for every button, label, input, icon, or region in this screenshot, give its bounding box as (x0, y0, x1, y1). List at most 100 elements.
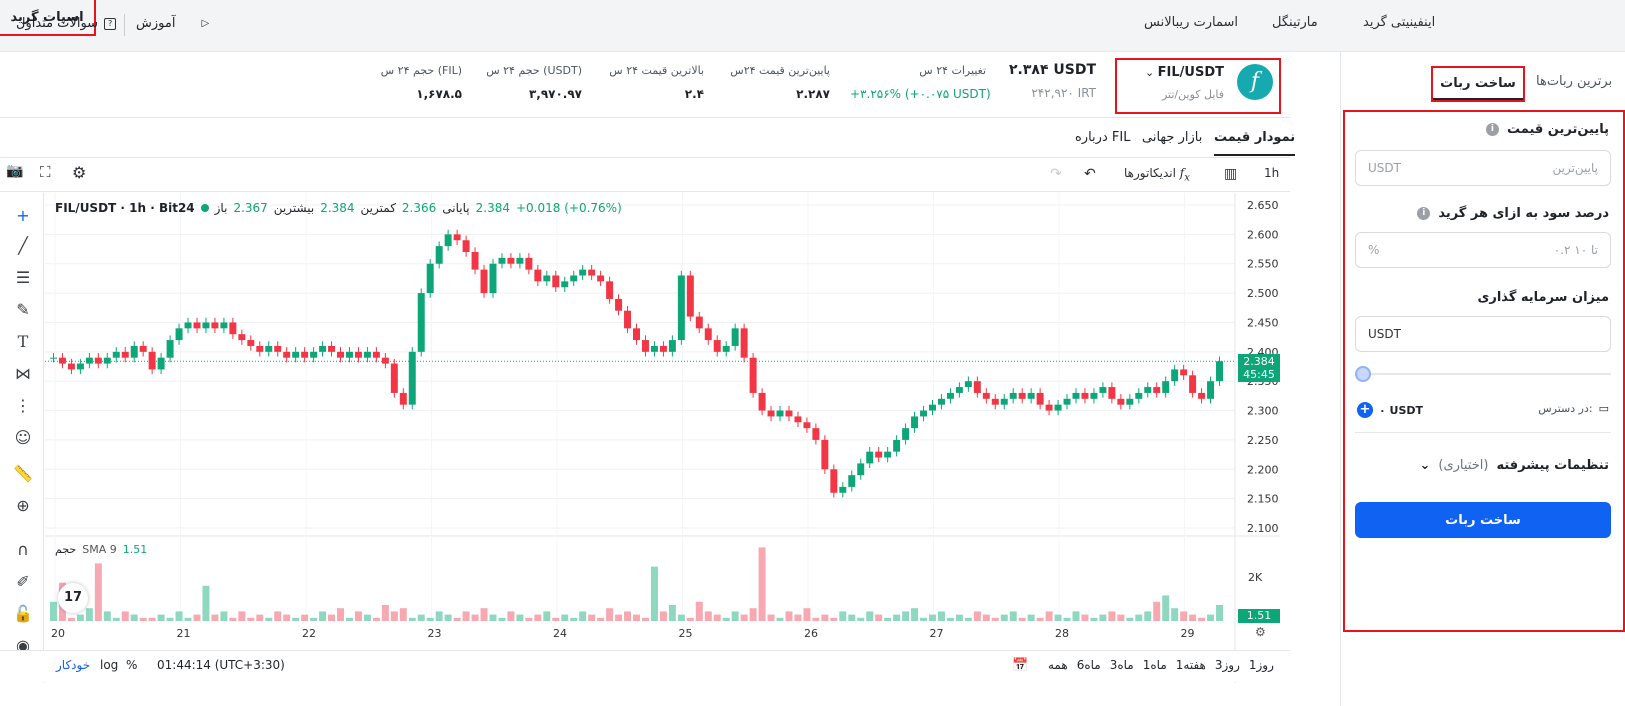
pair-selector[interactable]: FIL/USDT ⌄ فایل کوین/تتر (1115, 58, 1281, 114)
range-1d[interactable]: 1روز (1248, 658, 1274, 672)
tutorial-link[interactable]: آموزش ▷ (136, 16, 209, 31)
stat-value: ۱,۶۷۸.۵ (416, 87, 462, 101)
stat-change: تغییرات ۲۴ س +۳.۲۵۶% (+۰.۰۷۵ USDT) (850, 64, 991, 101)
candle (955, 387, 963, 393)
volume-bar (650, 566, 658, 621)
interval-button[interactable]: 1h (1264, 166, 1280, 180)
tab-spot-grid[interactable]: اسپات گرید (0, 0, 96, 36)
candle (633, 328, 640, 341)
volume-bar (426, 617, 434, 621)
lowest-price-input[interactable]: USDT پایین‌ترین (1355, 150, 1611, 186)
magnet-icon[interactable]: ∩ (17, 540, 29, 559)
tab-infinity-grid[interactable]: اینفینیتی گرید (1363, 15, 1436, 30)
x-tick-label: 29 (1181, 627, 1195, 640)
log-toggle[interactable]: log (100, 658, 119, 672)
profit-input[interactable]: % ۰.۲ تا ۱۰ (1355, 232, 1611, 268)
range-3m[interactable]: 3ماه (1109, 658, 1134, 672)
price-chart[interactable]: 2.6502.6002.5502.5002.4502.4002.3502.300… (45, 193, 1290, 683)
volume-bar (668, 605, 676, 621)
volume-bar (202, 585, 210, 621)
candle (570, 275, 578, 282)
volume-bar (982, 614, 990, 621)
lowest-price-label: i پایین‌ترین قیمت (1485, 122, 1609, 137)
range-1m[interactable]: 1ماه (1142, 658, 1167, 672)
auto-toggle[interactable]: خودکار (56, 658, 91, 672)
candle (758, 392, 766, 411)
ruler-icon[interactable]: 📏 (13, 464, 33, 483)
candle (982, 392, 990, 399)
candle (103, 357, 111, 364)
volume-bar (884, 617, 892, 621)
indicators-button[interactable]: اندیکاتورها fx (1124, 166, 1190, 183)
x-tick-label: 21 (177, 627, 191, 640)
fil-coin-icon: f (1237, 64, 1273, 100)
volume-bar (220, 611, 228, 621)
volume-bar (265, 617, 273, 621)
percent-toggle[interactable]: % (126, 658, 138, 672)
range-3d[interactable]: 3روز (1214, 658, 1240, 672)
faq-label: سوالات متداول (16, 16, 99, 31)
fib-lines-icon[interactable]: ☰ (15, 268, 31, 287)
fullscreen-icon[interactable]: ⛶ (40, 163, 51, 181)
faq-link[interactable]: سوالات متداول? (16, 16, 117, 31)
tab-smart-rebalance[interactable]: اسمارت ریبالانس (1144, 15, 1239, 30)
tab-price-chart[interactable]: نمودار قیمت (1214, 130, 1296, 156)
candle (543, 275, 551, 282)
candle (902, 428, 910, 440)
range-6m[interactable]: 6ماه (1076, 658, 1101, 672)
y-tick-label: 2.650 (1247, 199, 1279, 212)
build-bot-button[interactable]: ساخت ربات (1355, 502, 1611, 538)
settings-icon[interactable]: ⚙ (72, 163, 87, 182)
volume-bar (238, 611, 246, 621)
tutorial-label: آموزش (136, 16, 176, 31)
sma-label: SMA 9 (82, 543, 117, 556)
candle (426, 263, 434, 294)
volume-bar (1153, 601, 1161, 621)
redo-icon[interactable]: ↷ (1050, 166, 1062, 182)
range-all[interactable]: همه (1048, 658, 1068, 672)
volume-bar (50, 601, 57, 621)
volume-bar (911, 608, 919, 621)
tab-martingale[interactable]: مارتینگل (1272, 15, 1318, 30)
tab-build-bot[interactable]: ساخت ربات (1431, 66, 1525, 102)
volume-bar (722, 617, 730, 621)
zoom-icon[interactable]: ⊕ (16, 496, 30, 515)
plus-icon[interactable]: + (1357, 402, 1373, 418)
divider (1355, 432, 1611, 433)
volume-bar (866, 611, 874, 621)
tab-global-market[interactable]: بازار جهانی (1142, 130, 1203, 145)
slider-knob[interactable] (1355, 366, 1371, 382)
chevron-down-icon: ⌄ (1419, 458, 1431, 473)
pattern-icon[interactable]: ⋈ (15, 364, 31, 383)
volume-bar (121, 611, 129, 621)
clock-time[interactable]: 01:44:14 (UTC+3:30) (157, 658, 285, 672)
candle (812, 428, 820, 440)
forecast-icon[interactable]: ⋮ (15, 396, 31, 415)
volume-bar (1117, 614, 1125, 621)
lock-icon[interactable]: 🔓 (13, 604, 33, 623)
advanced-settings-toggle[interactable]: ⌄ (اختیاری) تنظیمات پیشرفته (1419, 458, 1609, 473)
camera-icon[interactable]: 📷 (6, 163, 24, 179)
price-usdt: ۲.۳۸۴ USDT (1009, 62, 1096, 78)
candle-type-icon[interactable]: ▥ (1224, 166, 1238, 182)
investment-slider[interactable] (1355, 366, 1611, 382)
candle (1054, 404, 1062, 411)
range-1w[interactable]: 1هفته (1175, 658, 1206, 672)
date-range-icon[interactable]: 📅 (1012, 658, 1029, 673)
tab-about-fil[interactable]: درباره FIL (1075, 130, 1131, 145)
crosshair-icon[interactable]: + (16, 206, 30, 225)
trendline-icon[interactable]: ╱ (18, 236, 28, 255)
undo-icon[interactable]: ↶ (1084, 166, 1096, 182)
axis-settings-icon[interactable]: ⚙ (1255, 625, 1266, 639)
pencil-lock-icon[interactable]: ✐ (16, 572, 30, 591)
volume-bar (112, 617, 120, 621)
volume-bar (462, 611, 470, 621)
volume-bar (274, 611, 282, 621)
emoji-icon[interactable]: ☺ (14, 428, 32, 447)
text-tool-icon[interactable]: T (17, 332, 29, 351)
candle (884, 451, 892, 458)
investment-input[interactable]: USDT (1355, 316, 1611, 352)
tab-top-bots[interactable]: برترین ربات‌ها (1536, 74, 1613, 89)
brush-icon[interactable]: ✎ (16, 300, 30, 319)
chart-tabs: نمودار قیمت بازار جهانی درباره FIL (0, 118, 1296, 158)
